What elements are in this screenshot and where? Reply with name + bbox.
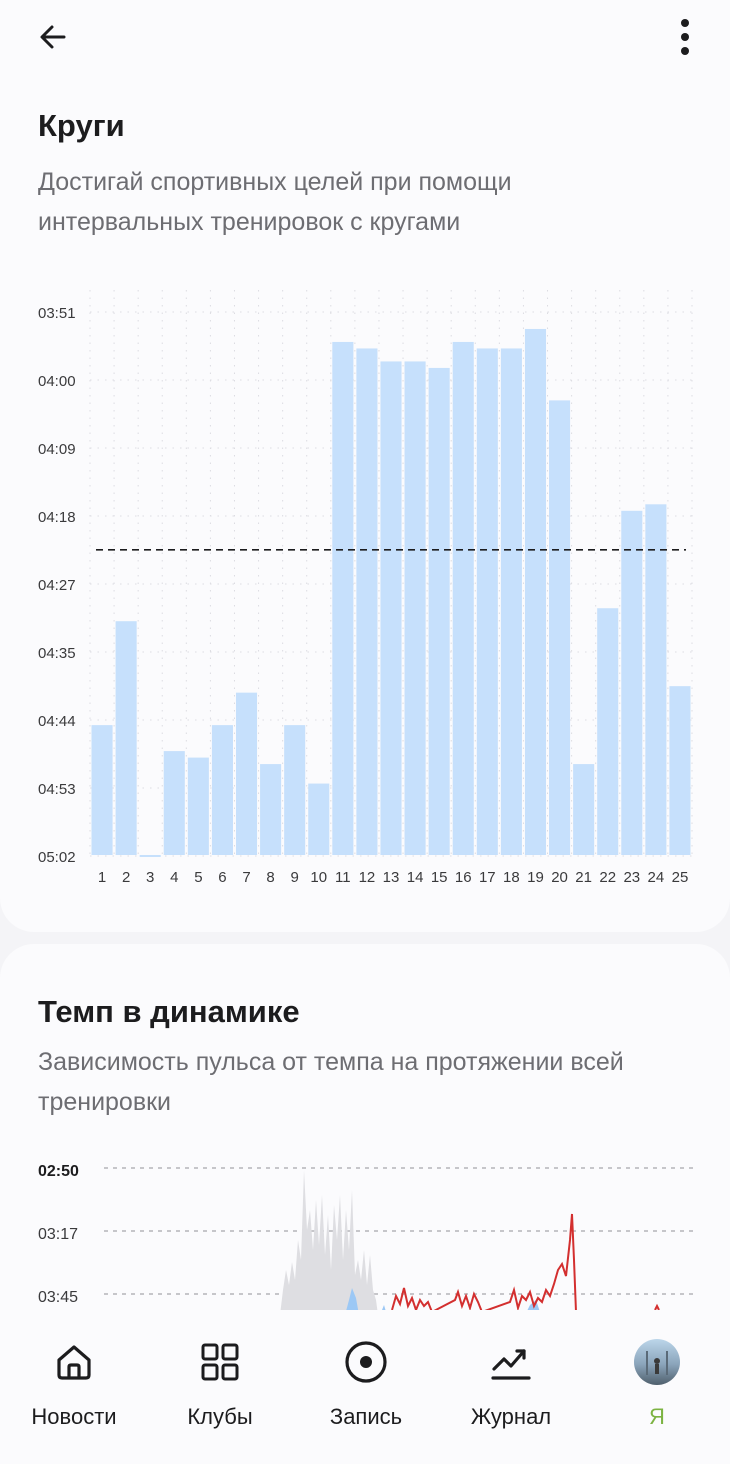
x-tick-label: 11 xyxy=(335,869,351,886)
x-tick-label: 14 xyxy=(407,869,424,886)
x-tick-label: 17 xyxy=(479,869,496,886)
avatar xyxy=(634,1339,680,1385)
laps-subtitle-line1: Достигай спортивных целей при помощи xyxy=(38,168,512,196)
pace-gray-area xyxy=(280,1170,378,1315)
y-tick-label: 04:27 xyxy=(38,577,76,594)
pace-subtitle-line1: Зависимость пульса от темпа на протяжени… xyxy=(38,1048,624,1076)
bar xyxy=(573,764,595,855)
x-tick-label: 7 xyxy=(242,869,250,886)
more-options-button[interactable] xyxy=(662,14,708,60)
pace-hr-chart: 02:50 03:17 03:45 xyxy=(38,1163,695,1315)
record-icon xyxy=(342,1338,390,1386)
back-button[interactable] xyxy=(30,14,76,60)
nav-label-profile: Я xyxy=(649,1404,665,1429)
x-tick-label: 12 xyxy=(359,869,376,886)
x-tick-label: 9 xyxy=(291,869,299,886)
bar xyxy=(524,328,547,855)
bar xyxy=(452,341,474,856)
bar xyxy=(645,504,667,855)
x-tick-label: 1 xyxy=(98,869,106,886)
pace-y-tick: 02:50 xyxy=(38,1163,79,1180)
y-tick-label: 04:44 xyxy=(38,713,76,730)
bar xyxy=(91,725,113,855)
x-tick-label: 6 xyxy=(218,869,226,886)
y-tick-label: 04:00 xyxy=(38,373,76,390)
bar xyxy=(476,348,498,855)
bar xyxy=(139,855,161,857)
laps-title: Круги xyxy=(38,108,125,143)
pace-y-tick: 03:17 xyxy=(38,1226,78,1243)
pace-y-tick: 03:45 xyxy=(38,1289,78,1306)
home-icon xyxy=(50,1338,98,1386)
x-tick-label: 20 xyxy=(551,869,568,886)
x-tick-label: 10 xyxy=(310,869,327,886)
heart-rate-line xyxy=(391,1213,577,1314)
bar xyxy=(621,510,643,855)
nav-label-journal: Журнал xyxy=(470,1404,552,1429)
nav-item-journal[interactable]: Журнал xyxy=(460,1310,562,1455)
y-tick-label: 04:09 xyxy=(38,441,76,458)
bar xyxy=(332,341,354,856)
nav-item-clubs[interactable]: Клубы xyxy=(170,1310,270,1455)
pace-subtitle: Зависимость пульса от темпа на протяжени… xyxy=(38,1042,698,1122)
arrow-left-icon xyxy=(40,25,66,49)
bar xyxy=(187,757,209,855)
x-tick-label: 19 xyxy=(527,869,544,886)
x-tick-label: 21 xyxy=(575,869,592,886)
grid-icon xyxy=(196,1338,244,1386)
x-tick-label: 18 xyxy=(503,869,520,886)
nav-item-profile[interactable]: Я xyxy=(622,1310,692,1455)
nav-label-record: Запись xyxy=(329,1404,403,1429)
bar xyxy=(669,686,691,855)
y-tick-label: 05:02 xyxy=(38,849,76,866)
bar xyxy=(428,367,450,855)
bar xyxy=(115,621,137,855)
x-tick-label: 15 xyxy=(431,869,448,886)
bar xyxy=(597,608,619,855)
x-tick-label: 25 xyxy=(672,869,689,886)
laps-subtitle: Достигай спортивных целей при помощи инт… xyxy=(38,162,698,242)
nav-item-record[interactable]: Запись xyxy=(316,1310,416,1455)
top-bar xyxy=(0,0,730,90)
nav-label-news: Новости xyxy=(31,1404,117,1429)
y-tick-label: 03:51 xyxy=(38,305,76,322)
x-tick-label: 4 xyxy=(170,869,178,886)
bar xyxy=(356,348,378,855)
bar xyxy=(549,400,571,855)
x-tick-label: 13 xyxy=(383,869,400,886)
y-tick-label: 04:53 xyxy=(38,781,76,798)
bar xyxy=(211,725,233,855)
y-tick-label: 04:35 xyxy=(38,645,76,662)
pace-title: Темп в динамике xyxy=(38,994,300,1029)
bar xyxy=(163,751,185,855)
x-tick-label: 22 xyxy=(599,869,616,886)
nav-label-clubs: Клубы xyxy=(187,1404,253,1429)
x-tick-label: 3 xyxy=(146,869,154,886)
bar xyxy=(404,361,426,855)
more-vertical-icon xyxy=(681,19,689,55)
nav-item-news[interactable]: Новости xyxy=(24,1310,124,1455)
pace-subtitle-line2: тренировки xyxy=(38,1088,172,1116)
laps-bar-chart: 03:51 04:00 04:09 04:18 04:27 04:35 04:44 04:53… xyxy=(38,290,693,886)
bar xyxy=(235,692,258,855)
bar xyxy=(308,783,330,855)
bottom-navigation: Новости Клубы Запись xyxy=(0,1310,730,1455)
trend-icon xyxy=(487,1338,535,1386)
y-tick-label: 04:18 xyxy=(38,509,76,526)
bar xyxy=(260,764,282,855)
bar xyxy=(284,725,306,855)
x-tick-label: 5 xyxy=(194,869,202,886)
x-tick-label: 16 xyxy=(455,869,472,886)
x-tick-label: 23 xyxy=(623,869,640,886)
x-tick-label: 8 xyxy=(266,869,274,886)
heart-rate-line xyxy=(654,1303,660,1311)
x-tick-label: 2 xyxy=(122,869,130,886)
bar xyxy=(500,348,522,855)
x-tick-label: 24 xyxy=(648,869,665,886)
laps-subtitle-line2: интервальных тренировок с кругами xyxy=(38,208,461,236)
bar xyxy=(380,361,402,855)
